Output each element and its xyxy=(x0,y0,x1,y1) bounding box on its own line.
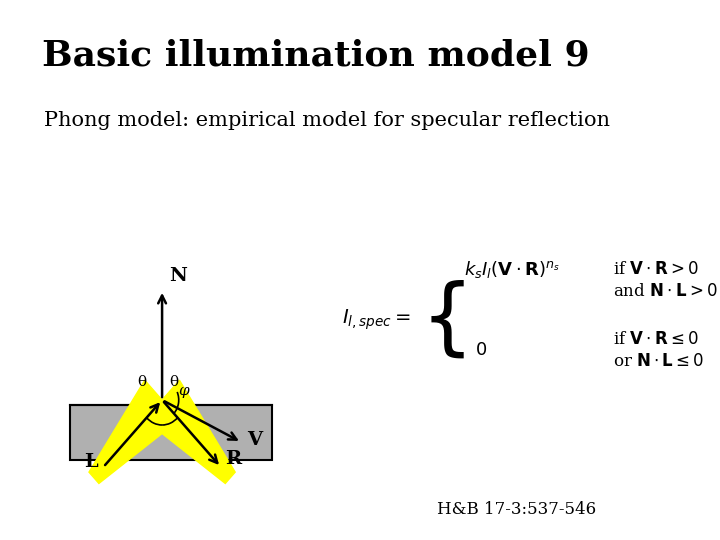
Text: and $\mathbf{N} \cdot \mathbf{L} > 0$: and $\mathbf{N} \cdot \mathbf{L} > 0$ xyxy=(613,284,718,300)
Text: Basic illumination model 9: Basic illumination model 9 xyxy=(42,38,589,72)
Polygon shape xyxy=(89,380,179,483)
Text: θ: θ xyxy=(169,375,179,389)
FancyBboxPatch shape xyxy=(70,405,271,460)
Polygon shape xyxy=(145,380,235,483)
Text: φ: φ xyxy=(178,384,189,398)
Text: H&B 17-3:537-546: H&B 17-3:537-546 xyxy=(436,502,595,518)
Text: $\{$: $\{$ xyxy=(420,279,465,361)
Text: $I_{l,spec} =$: $I_{l,spec} =$ xyxy=(342,308,410,332)
Text: $0$: $0$ xyxy=(475,341,487,359)
Text: N: N xyxy=(169,267,187,285)
Text: or $\mathbf{N} \cdot \mathbf{L} \leq 0$: or $\mathbf{N} \cdot \mathbf{L} \leq 0$ xyxy=(613,354,705,370)
Text: if $\mathbf{V} \cdot \mathbf{R} \leq 0$: if $\mathbf{V} \cdot \mathbf{R} \leq 0$ xyxy=(613,332,699,348)
Text: θ: θ xyxy=(138,375,147,389)
Text: V: V xyxy=(247,431,262,449)
Text: $k_s I_l (\mathbf{V} \cdot \mathbf{R})^{n_s}$: $k_s I_l (\mathbf{V} \cdot \mathbf{R})^{… xyxy=(464,260,560,280)
Text: R: R xyxy=(225,450,241,468)
Text: if $\mathbf{V} \cdot \mathbf{R} > 0$: if $\mathbf{V} \cdot \mathbf{R} > 0$ xyxy=(613,261,699,279)
Text: Phong model: empirical model for specular reflection: Phong model: empirical model for specula… xyxy=(44,111,610,130)
Text: L: L xyxy=(84,453,98,471)
